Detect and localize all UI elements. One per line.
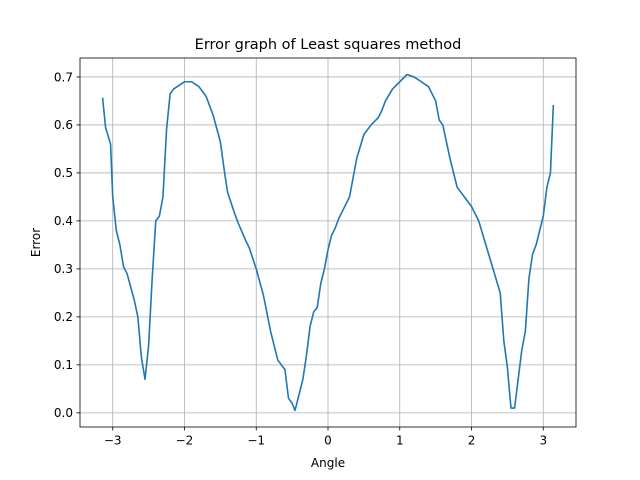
- grid: [80, 58, 576, 427]
- x-tick-label: 1: [396, 434, 404, 448]
- y-tick-label: 0.3: [54, 262, 73, 276]
- x-tick-label: −3: [104, 434, 122, 448]
- y-tick-label: 0.6: [54, 118, 73, 132]
- y-tick-label: 0.2: [54, 310, 73, 324]
- x-tick-label: 2: [468, 434, 476, 448]
- series-line: [101, 73, 555, 412]
- ticks: −3 −2 −1 0 1 2 3 0.0 0.1 0.2 0.3 0.4 0.5 0.6 0.7: [54, 70, 547, 447]
- y-tick-label: 0.0: [54, 406, 73, 420]
- chart-title: Error graph of Least squares method: [195, 37, 462, 53]
- x-tick-label: 0: [324, 434, 332, 448]
- x-tick-label: −2: [176, 434, 194, 448]
- y-tick-label: 0.4: [54, 214, 73, 228]
- x-tick-label: −1: [247, 434, 265, 448]
- y-tick-label: 0.7: [54, 70, 73, 84]
- x-axis-title: Angle: [311, 456, 345, 470]
- series-layer: [101, 73, 555, 412]
- y-tick-label: 0.1: [54, 358, 73, 372]
- y-axis-title: Error: [29, 228, 43, 257]
- y-tick-label: 0.5: [54, 166, 73, 180]
- x-tick-label: 3: [539, 434, 547, 448]
